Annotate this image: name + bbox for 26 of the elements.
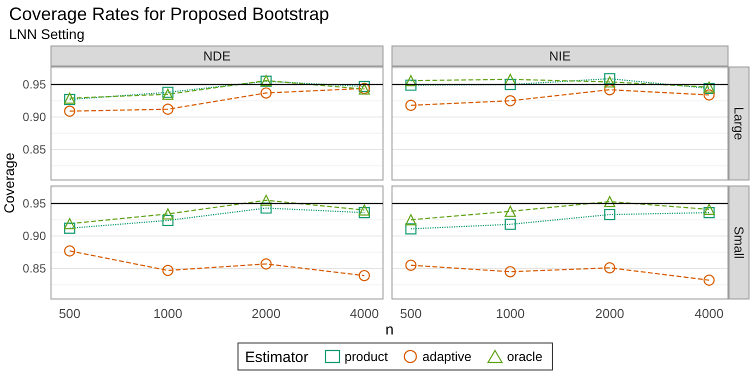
x-tick-label: 2000 xyxy=(595,306,624,321)
legend-label: oracle xyxy=(507,349,542,364)
x-tick-label: 500 xyxy=(400,306,422,321)
x-tick-label: 4000 xyxy=(350,306,379,321)
y-tick-label: 0.85 xyxy=(22,142,46,156)
y-tick-label: 0.90 xyxy=(22,229,46,244)
y2-axis-title: Large xyxy=(732,106,746,140)
x2-axis-title: NDE xyxy=(203,48,232,64)
chart-subtitle: LNN Setting xyxy=(9,26,84,42)
x2-axis-title: NIE xyxy=(549,48,572,64)
y-tick-label: 0.95 xyxy=(22,196,46,211)
x-tick-label: 1000 xyxy=(153,306,182,321)
y2-axis-title: Small xyxy=(732,226,746,259)
y-tick-label: 0.95 xyxy=(22,78,46,92)
y-tick-label: 0.85 xyxy=(22,261,46,276)
x-tick-label: 4000 xyxy=(694,306,724,321)
x-tick-label: 1000 xyxy=(496,306,525,321)
legend-label: product xyxy=(344,349,388,364)
y-tick-label: 0.90 xyxy=(22,110,46,124)
chart-title: Coverage Rates for Proposed Bootstrap xyxy=(9,4,330,24)
legend-label: adaptive xyxy=(422,349,472,364)
x-tick-label: 2000 xyxy=(252,306,281,321)
x-tick-label: 500 xyxy=(58,306,81,321)
x-axis-title: n xyxy=(385,322,394,338)
legend-title: Estimator xyxy=(245,349,308,366)
y-axis-title: Coverage xyxy=(1,152,17,214)
